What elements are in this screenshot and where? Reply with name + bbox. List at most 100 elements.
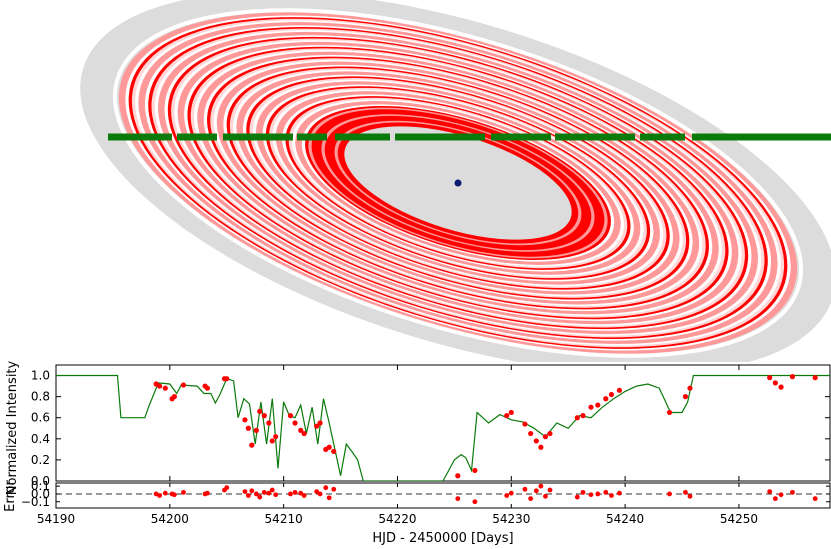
observation-point — [522, 421, 528, 427]
residual-point — [778, 492, 784, 498]
x-tick-label: 54210 — [265, 512, 303, 526]
light-curve-panel: 1.0 0.8 0.6 0.4 0.2 0.0 Normalized Intensity — [5, 360, 831, 495]
residual-point — [245, 493, 251, 498]
residual-point — [522, 486, 528, 492]
residual-point — [812, 496, 818, 502]
observation-point — [767, 375, 773, 381]
residual-point — [261, 489, 267, 495]
residual-point — [162, 490, 168, 496]
residual-point — [617, 490, 622, 496]
observation-point — [204, 385, 210, 391]
residual-point — [257, 494, 263, 500]
residual-point — [472, 499, 478, 505]
observation-point — [504, 413, 510, 419]
light-curve-frame — [55, 364, 831, 482]
observation-point — [298, 427, 304, 433]
observation-point — [242, 417, 248, 423]
observation-point — [253, 427, 259, 433]
residual-point — [242, 489, 248, 494]
observation-point — [249, 442, 255, 448]
observation-point — [455, 473, 461, 479]
residual-point — [298, 490, 304, 496]
x-tick-label: 54240 — [606, 512, 644, 526]
residual-point — [314, 489, 320, 494]
observation-point — [789, 374, 796, 380]
residual-point — [181, 489, 186, 495]
residual-point — [266, 490, 272, 496]
observation-point — [472, 467, 478, 474]
residual-point — [331, 486, 337, 492]
residual-point — [528, 496, 534, 502]
residual-point — [790, 489, 795, 495]
residual-point — [574, 494, 580, 500]
observation-point — [292, 420, 298, 426]
observation-point — [162, 385, 168, 391]
y-tick-label: 0.0 — [31, 487, 50, 501]
residual-point — [288, 491, 293, 497]
observation-point — [171, 394, 177, 400]
residual-point — [588, 492, 594, 498]
residual-panel: 0.10.0−0.1 54190 54200 54210 54220 54230 5424… — [3, 479, 831, 546]
observation-point — [508, 409, 514, 416]
observation-point — [533, 438, 539, 444]
y-tick-label: −0.1 — [21, 495, 50, 509]
observation-point — [326, 444, 332, 450]
y-tick-label: 1.0 — [31, 369, 50, 383]
observation-point — [666, 409, 673, 416]
observation-point — [314, 423, 320, 429]
residual-point — [301, 493, 307, 498]
y-axis-label-intensity: Normalized Intensity — [5, 360, 20, 495]
residual-point — [157, 493, 162, 498]
observation-point — [616, 387, 623, 393]
y-tick-label: 0.0 — [31, 474, 50, 488]
observation-point — [273, 434, 279, 440]
observation-point — [317, 420, 323, 426]
x-tick-label: 54200 — [151, 512, 189, 526]
residual-point — [533, 488, 539, 494]
residual-point — [508, 490, 514, 496]
residual-point — [292, 489, 298, 495]
residual-point — [609, 493, 614, 498]
residual-point — [595, 491, 601, 497]
observation-point — [224, 376, 230, 382]
observation-point — [269, 438, 275, 444]
residual-point — [767, 489, 773, 494]
residual-point — [171, 492, 177, 498]
observation-point — [687, 385, 693, 391]
x-tick-label: 54190 — [37, 512, 75, 526]
model-curve — [56, 374, 830, 481]
observation-point — [542, 434, 549, 440]
observation-point — [588, 404, 594, 410]
residual-point — [543, 493, 548, 499]
observation-point — [180, 382, 187, 388]
observation-point — [603, 396, 609, 402]
observation-point — [608, 391, 615, 398]
y-tick-label: 0.2 — [31, 453, 50, 467]
observation-point — [257, 408, 263, 414]
x-tick-label: 54250 — [720, 512, 758, 526]
residual-point — [683, 489, 688, 495]
observation-point — [547, 430, 553, 437]
observation-point — [682, 394, 689, 400]
y-tick-label: 0.4 — [31, 432, 50, 446]
observation-point — [574, 415, 580, 421]
outer-ring-edge — [112, 8, 804, 358]
residual-point — [253, 491, 259, 497]
residual-point — [317, 491, 323, 497]
x-tick-label: 54230 — [492, 512, 530, 526]
observation-point — [245, 425, 251, 431]
y-axis-label-error: Error — [3, 480, 18, 512]
observation-point — [778, 384, 784, 390]
y-tick-label: 0.8 — [31, 390, 50, 404]
y-tick-label: 0.1 — [31, 479, 50, 493]
residual-point — [455, 496, 461, 502]
observation-point — [261, 413, 267, 419]
observation-point — [156, 383, 163, 389]
residual-point — [687, 493, 693, 499]
observation-point — [580, 413, 586, 419]
residual-point — [204, 490, 210, 496]
residual-point — [538, 483, 544, 489]
observation-point — [266, 420, 272, 426]
residual-point — [269, 487, 275, 493]
x-axis-label: HJD - 2450000 [Days] — [372, 531, 513, 546]
